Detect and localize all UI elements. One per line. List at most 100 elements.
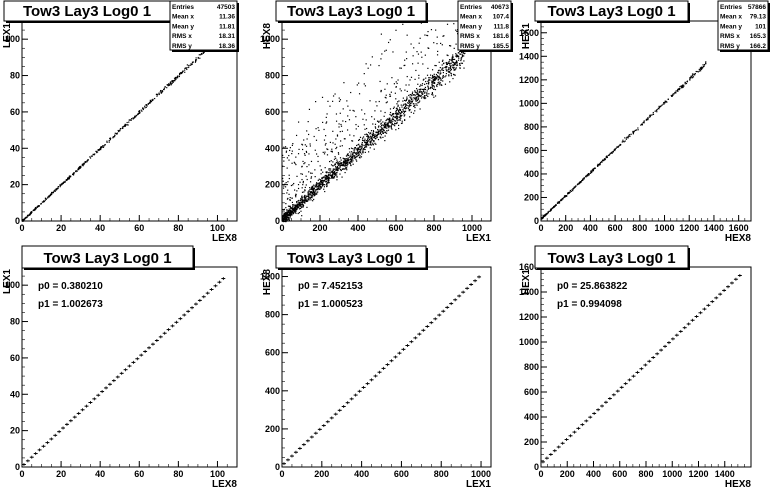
data-point <box>302 204 305 207</box>
data-point <box>323 176 325 178</box>
data-point <box>372 130 375 132</box>
data-point <box>435 73 438 76</box>
title-box <box>275 0 427 22</box>
data-point <box>346 169 348 171</box>
data-point <box>381 124 383 127</box>
y-tick-label: 1400 <box>519 287 539 297</box>
data-point <box>124 125 126 127</box>
data-point <box>691 76 693 78</box>
data-point <box>335 113 338 115</box>
data-point <box>318 129 320 131</box>
data-point <box>319 182 321 184</box>
data-point <box>562 198 564 200</box>
data-point <box>698 68 700 71</box>
data-point <box>440 84 442 86</box>
data-point <box>627 137 629 139</box>
data-point <box>429 77 431 79</box>
data-point <box>308 190 310 192</box>
data-point <box>285 207 287 209</box>
data-point <box>424 88 427 91</box>
data-point <box>377 126 380 128</box>
data-point <box>424 92 426 94</box>
data-point <box>417 62 419 64</box>
data-point <box>348 119 351 121</box>
data-point <box>301 198 304 200</box>
data-point <box>553 205 555 208</box>
data-point <box>428 47 430 49</box>
data-point <box>291 207 294 209</box>
data-point <box>645 119 647 121</box>
data-point <box>124 123 126 126</box>
data-point <box>411 95 413 97</box>
data-point <box>328 182 330 184</box>
data-point <box>385 119 387 122</box>
data-point <box>452 66 454 68</box>
data-point <box>319 180 322 183</box>
data-point <box>396 117 399 119</box>
data-point <box>291 150 293 152</box>
data-point <box>282 219 284 221</box>
data-point <box>419 89 422 91</box>
y-tick-label: 60 <box>10 107 20 117</box>
data-point <box>327 100 329 102</box>
data-point <box>283 208 286 210</box>
data-point <box>313 195 315 197</box>
data-point <box>372 142 374 144</box>
data-point <box>156 95 158 97</box>
data-point <box>147 103 149 105</box>
data-point <box>442 67 444 69</box>
data-point <box>168 83 170 85</box>
data-point <box>289 209 291 211</box>
data-point <box>440 72 442 74</box>
data-point <box>331 174 333 176</box>
data-point <box>455 43 457 45</box>
data-point <box>282 215 284 217</box>
data-point <box>324 175 326 177</box>
data-point <box>690 76 692 78</box>
data-point <box>282 220 284 223</box>
data-point <box>299 199 302 202</box>
data-point <box>376 131 379 133</box>
data-point <box>410 104 412 107</box>
data-point <box>325 176 328 178</box>
data-point <box>358 139 360 141</box>
data-point <box>328 179 330 181</box>
data-point <box>287 197 289 200</box>
data-point <box>290 214 292 217</box>
data-point <box>414 91 416 93</box>
data-point <box>321 185 323 187</box>
data-point <box>564 196 566 198</box>
data-point <box>181 71 183 74</box>
data-point <box>283 185 285 187</box>
data-point <box>441 64 443 66</box>
y-tick-label: 60 <box>10 353 20 363</box>
data-point <box>326 113 328 115</box>
data-point <box>103 145 105 147</box>
data-point <box>424 97 426 100</box>
data-point <box>161 91 163 94</box>
data-point <box>384 125 386 128</box>
data-point <box>66 178 69 180</box>
data-point <box>309 197 311 199</box>
data-point <box>408 94 410 97</box>
data-point <box>195 59 198 61</box>
data-point <box>310 194 312 196</box>
data-point <box>399 67 401 69</box>
data-point <box>357 144 359 146</box>
data-point <box>695 70 697 73</box>
data-point <box>442 35 444 37</box>
data-point <box>355 152 357 154</box>
data-point <box>340 162 342 165</box>
data-point <box>75 170 77 172</box>
data-point <box>632 131 635 133</box>
data-point <box>299 202 301 204</box>
data-point <box>295 163 297 166</box>
x-tick-label: 60 <box>134 469 144 479</box>
data-point <box>295 206 297 208</box>
data-point <box>289 215 291 217</box>
data-point <box>424 88 426 90</box>
data-point <box>296 201 298 203</box>
data-point <box>342 162 345 164</box>
data-point <box>346 129 349 131</box>
data-point <box>343 138 345 140</box>
